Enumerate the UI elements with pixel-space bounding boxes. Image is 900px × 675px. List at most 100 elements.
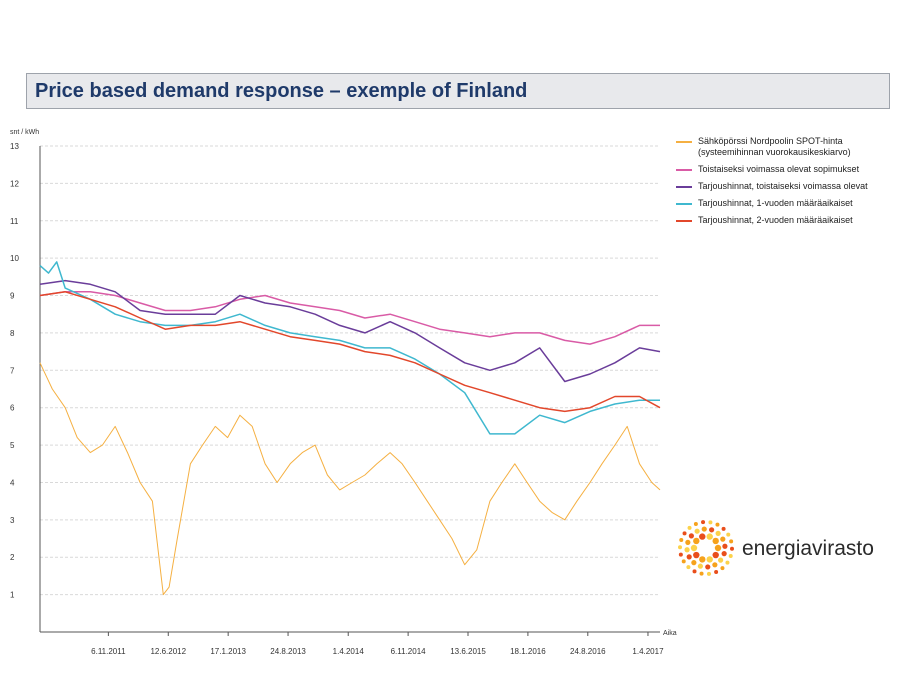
y-tick-label: 9 [10, 292, 15, 301]
logo-dot [720, 566, 725, 571]
logo-dot [693, 522, 698, 527]
x-tick-label: 12.6.2012 [150, 647, 186, 656]
logo-dot [712, 562, 718, 568]
logo-dot [709, 527, 715, 533]
y-tick-label: 12 [10, 179, 19, 188]
y-tick-label: 5 [10, 441, 15, 450]
x-tick-label: 13.6.2015 [450, 647, 486, 656]
legend-item: Toistaiseksi voimassa olevat sopimukset [676, 164, 896, 175]
y-tick-label: 10 [10, 254, 19, 263]
y-tick-label: 3 [10, 516, 15, 525]
logo-dot [729, 539, 734, 544]
y-tick-label: 11 [10, 217, 19, 226]
logo-dot [715, 522, 720, 527]
logo-dot [697, 563, 703, 569]
logo-dot [693, 551, 700, 559]
energiavirasto-logo: energiavirasto [676, 518, 896, 578]
y-tick-label: 2 [10, 553, 15, 562]
logo-dot [686, 554, 692, 560]
logo-dot [729, 546, 734, 551]
logo-dot [712, 537, 719, 545]
series-line-4 [39, 291, 661, 413]
logo-dot [714, 569, 719, 574]
logo-dot [679, 537, 684, 542]
legend-item: Tarjoushinnat, 1-vuoden määräaikaiset [676, 198, 896, 209]
logo-dot [725, 560, 730, 565]
legend-swatch [676, 203, 692, 205]
logo-dot [690, 544, 698, 552]
logo-dot [708, 520, 713, 525]
x-tick-label: 6.11.2014 [391, 647, 427, 656]
logo-dot [682, 531, 687, 536]
x-tick-label: 24.8.2016 [570, 647, 606, 656]
y-tick-label: 4 [10, 478, 15, 487]
y-tick-label: 1 [10, 591, 15, 600]
chart-series [39, 261, 661, 596]
chart-axes [39, 146, 660, 636]
legend-swatch [676, 186, 692, 188]
x-tick-label: 1.4.2014 [333, 647, 365, 656]
logo-dot [692, 569, 697, 574]
series-line-2 [39, 279, 661, 383]
page-title: Price based demand response – exemple of… [35, 80, 528, 102]
series-line-3 [39, 261, 660, 435]
logo-dot [687, 525, 692, 530]
logo-dot [685, 539, 691, 545]
x-tick-label: 17.1.2013 [210, 647, 246, 656]
logo-dot [705, 564, 711, 570]
x-axis-label: Aika [663, 630, 677, 637]
legend-item: Tarjoushinnat, toistaiseksi voimassa ole… [676, 181, 896, 192]
logo-dot [699, 556, 706, 563]
logo-dot [686, 565, 691, 570]
logo-dot [706, 571, 711, 576]
legend-label: Toistaiseksi voimassa olevat sopimukset [698, 164, 860, 174]
logo-dot [678, 545, 683, 550]
logo-dot [701, 520, 706, 525]
legend-label: Tarjoushinnat, 2-vuoden määräaikaiset [698, 215, 853, 225]
chart-legend: Sähköpörssi Nordpoolin SPOT-hinta (syste… [676, 136, 896, 232]
y-axis-label: snt / kWh [10, 129, 39, 136]
x-tick-label: 1.4.2017 [632, 647, 664, 656]
logo-dot [715, 530, 721, 536]
series-line-1 [39, 291, 660, 345]
y-tick-label: 7 [10, 366, 15, 375]
chart-grid [40, 145, 660, 596]
logo-dot [706, 533, 713, 540]
logo-dot [684, 547, 690, 553]
logo-dot [688, 533, 694, 539]
y-tick-label: 13 [10, 142, 19, 151]
legend-swatch [676, 220, 692, 222]
legend-label: Sähköpörssi Nordpoolin SPOT-hinta (syste… [698, 136, 851, 157]
logo-dot [693, 537, 700, 545]
logo-dot [699, 533, 706, 540]
logo-dot [714, 544, 722, 552]
logo-dot [706, 556, 713, 563]
logo-dot [699, 571, 704, 576]
title-bar: Price based demand response – exemple of… [26, 73, 890, 109]
logo-dot [720, 536, 726, 542]
logo-dot [681, 559, 686, 564]
x-tick-label: 24.8.2013 [270, 647, 306, 656]
logo-dot [712, 551, 719, 559]
logo-dot [694, 528, 700, 534]
logo-text: energiavirasto [742, 537, 874, 560]
x-tick-label: 6.11.2011 [91, 647, 126, 656]
legend-label: Tarjoushinnat, 1-vuoden määräaikaiset [698, 198, 853, 208]
y-tick-label: 8 [10, 329, 15, 338]
y-tick-label: 6 [10, 404, 15, 413]
legend-item: Tarjoushinnat, 2-vuoden määräaikaiset [676, 215, 896, 226]
legend-swatch [676, 169, 692, 171]
series-line-0 [39, 362, 661, 596]
logo-dot [722, 543, 728, 549]
sun-logo-icon [678, 520, 734, 576]
logo-dot [728, 554, 733, 559]
logo-dot [721, 526, 726, 531]
legend-item: Sähköpörssi Nordpoolin SPOT-hinta (syste… [676, 136, 896, 158]
logo-dot [678, 552, 683, 557]
legend-swatch [676, 141, 692, 143]
logo-dot [701, 526, 707, 532]
legend-label: Tarjoushinnat, toistaiseksi voimassa ole… [698, 181, 868, 191]
logo-dot [726, 532, 731, 537]
